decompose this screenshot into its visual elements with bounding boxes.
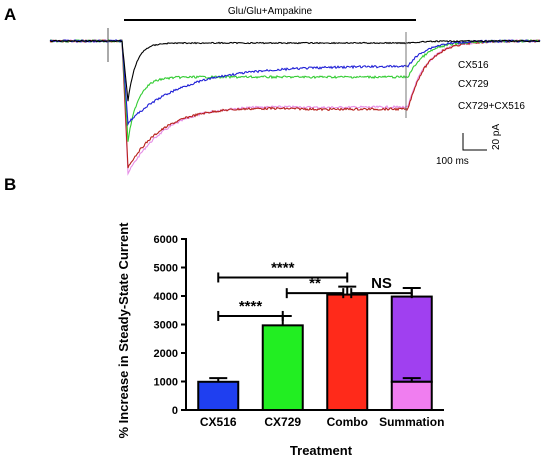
y-tick-label: 4000 — [154, 291, 178, 303]
significance-label: ** — [309, 275, 321, 292]
bar-combo — [326, 293, 369, 412]
trace-label-cx729: CX729 — [458, 79, 489, 90]
significance-label: **** — [271, 259, 295, 276]
significance-label: **** — [239, 298, 263, 315]
y-tick-label: 6000 — [154, 234, 178, 246]
application-bar-label: Glu/Glu+Ampakine — [228, 6, 313, 17]
panel-b-letter: B — [4, 175, 16, 194]
trace-label-cx729-cx516: CX729+CX516 — [458, 101, 525, 112]
bar-chart: 0 1000 2000 3000 4000 5000 6000 CX516 CX729 Combo… — [116, 222, 444, 458]
x-tick-label-summation: Summation — [379, 415, 444, 429]
y-tick-label: 0 — [172, 405, 178, 417]
bar-cx729 — [261, 324, 304, 412]
trace-combo — [49, 39, 541, 169]
y-tick-label: 3000 — [154, 320, 178, 332]
y-axis-label: % Increase in Steady-State Current — [116, 222, 131, 439]
x-axis-label: Treatment — [290, 443, 353, 458]
y-tick-label: 1000 — [154, 377, 178, 389]
y-tick-label: 5000 — [154, 263, 178, 275]
scale-bar-x-label: 100 ms — [436, 156, 469, 167]
current-traces — [49, 28, 541, 176]
trace-summation — [49, 39, 541, 176]
x-tick-label-cx729: CX729 — [264, 415, 301, 429]
bar-summation-cx516 — [390, 380, 433, 412]
trace-label-cx516: CX516 — [458, 60, 489, 71]
x-tick-label-combo: Combo — [327, 415, 368, 429]
panel-a-letter: A — [4, 5, 16, 24]
scale-bar — [462, 133, 487, 151]
scale-bar-y-label: 20 pA — [491, 124, 502, 150]
bar-summation-cx729 — [390, 295, 433, 383]
bar-cx516 — [197, 380, 240, 412]
significance-label: NS — [371, 275, 392, 292]
trace-cx729 — [49, 38, 541, 142]
y-tick-label: 2000 — [154, 348, 178, 360]
trace-control — [49, 39, 541, 102]
x-tick-label-cx516: CX516 — [200, 415, 237, 429]
